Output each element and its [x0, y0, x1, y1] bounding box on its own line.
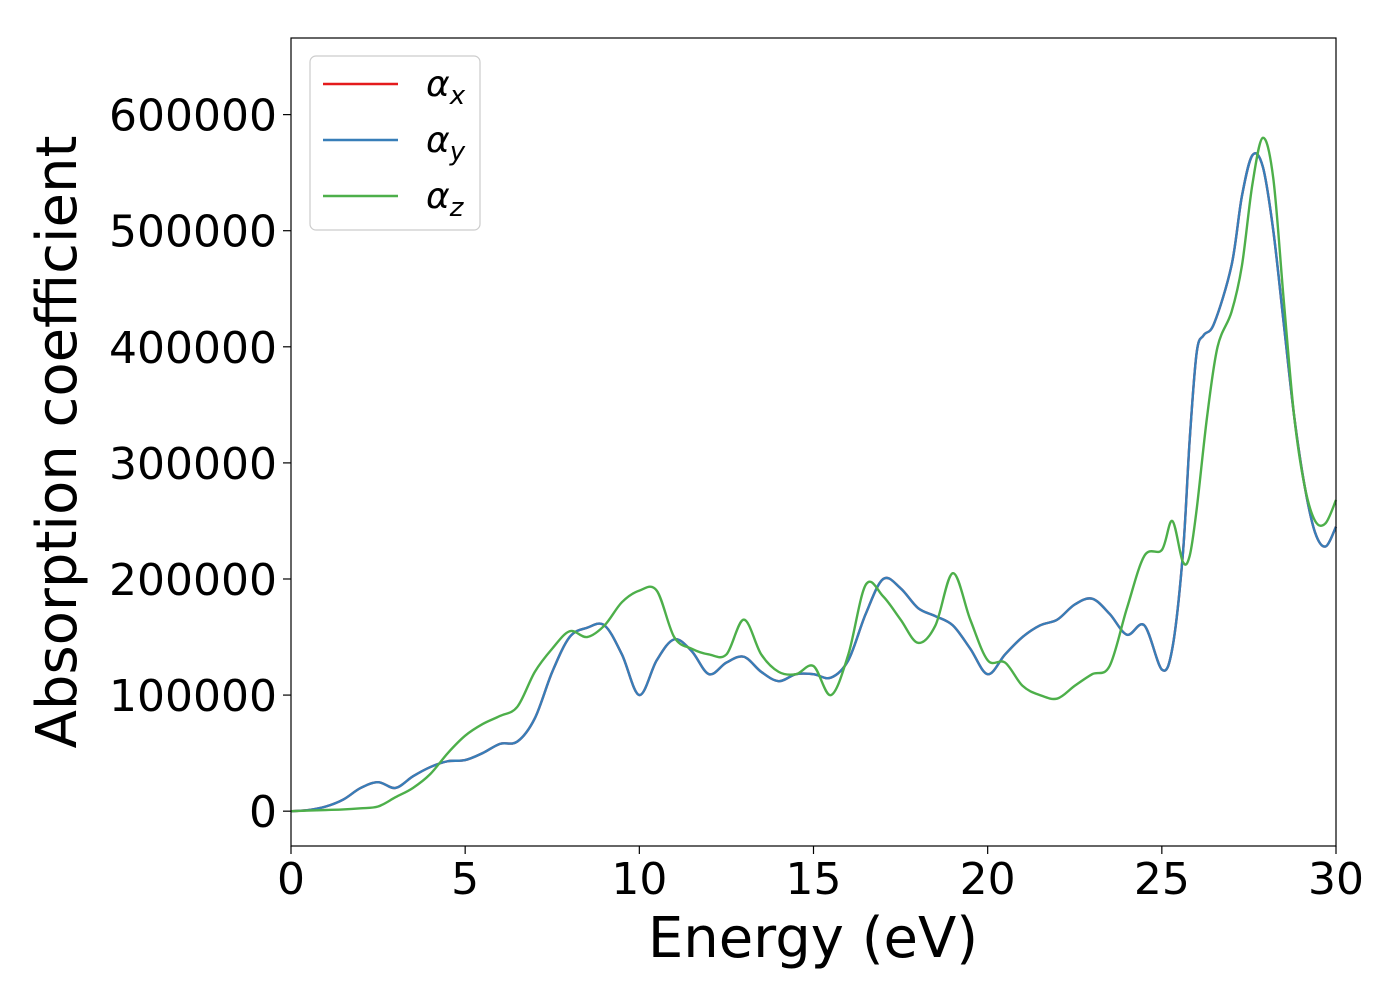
- legend-symbol: α: [426, 120, 450, 161]
- legend-symbol: α: [426, 64, 450, 105]
- y-axis-title: Absorption coefficient: [25, 136, 90, 749]
- y-tick-label: 600000: [109, 91, 277, 142]
- x-tick-label: 5: [451, 854, 479, 905]
- series-line-z: [290, 136, 1338, 813]
- series-line-y: [290, 152, 1338, 813]
- x-tick-label: 30: [1308, 854, 1364, 905]
- legend-label-z: αz: [426, 176, 465, 223]
- x-axis: 0 5 10 15 20 25 30: [277, 846, 1364, 905]
- legend-label-y: αy: [426, 120, 466, 167]
- legend-subscript: z: [449, 193, 465, 223]
- legend-subscript: x: [449, 81, 466, 111]
- legend-subscript: y: [449, 137, 466, 167]
- series-layer: [290, 136, 1338, 813]
- x-tick-label: 20: [960, 854, 1016, 905]
- legend-label-x: αx: [426, 64, 466, 111]
- y-tick-label: 500000: [109, 207, 277, 258]
- x-axis-title: Energy (eV): [648, 906, 978, 971]
- x-tick-label: 15: [786, 854, 842, 905]
- y-tick-label: 0: [249, 787, 277, 838]
- y-tick-label: 200000: [109, 555, 277, 606]
- y-tick-label: 300000: [109, 439, 277, 490]
- legend-symbol: α: [426, 176, 450, 217]
- y-axis: 0 100000 200000 300000 400000 500000 600000: [109, 91, 291, 838]
- x-tick-label: 0: [277, 854, 305, 905]
- legend-box: [309, 55, 481, 231]
- y-tick-label: 400000: [109, 323, 277, 374]
- y-tick-label: 100000: [109, 671, 277, 722]
- x-tick-label: 10: [611, 854, 667, 905]
- x-tick-label: 25: [1134, 854, 1190, 905]
